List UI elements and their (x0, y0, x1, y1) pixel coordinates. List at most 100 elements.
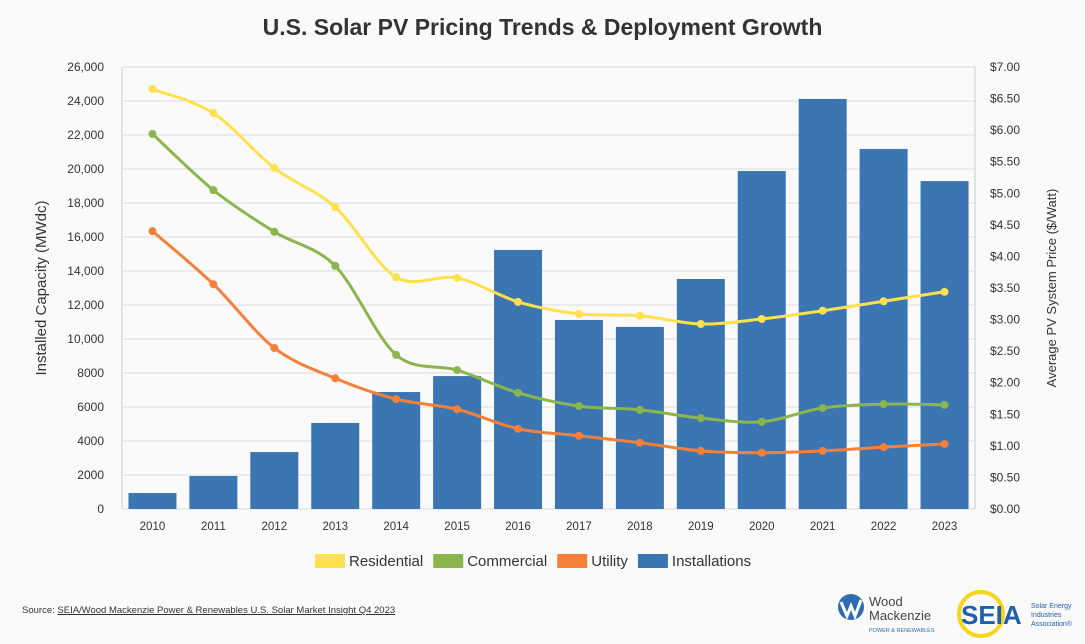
y-left-tick-label: 14,000 (67, 264, 104, 278)
commercial-point (879, 400, 888, 409)
y-right-tick-label: $0.50 (990, 470, 1020, 484)
woodmac-line3: POWER & RENEWABLES (869, 628, 935, 634)
commercial-point (392, 350, 401, 359)
y-right-tick-label: $1.00 (990, 439, 1020, 453)
residential-point (392, 273, 401, 282)
y-left-tick-label: 0 (97, 502, 104, 516)
source-note: Source: SEIA/Wood Mackenzie Power & Rene… (22, 605, 395, 616)
y-right-axis-label: Average PV System Price ($/Watt) (1044, 189, 1059, 388)
y-right-tick-label: $4.50 (990, 218, 1020, 232)
y-right-tick-label: $2.00 (990, 376, 1020, 390)
seia-l1: Solar Energy (1031, 603, 1072, 610)
installations-bar (859, 148, 908, 509)
y-right-tick-label: $6.00 (990, 123, 1020, 137)
legend-swatch-utility (557, 554, 588, 568)
y-left-tick-label: 6000 (77, 400, 104, 414)
y-right-tick-label: $3.50 (990, 281, 1020, 295)
seia-l2: Industries (1031, 612, 1062, 619)
y-left-tick-label: 8000 (77, 366, 104, 380)
installations-bar (372, 392, 421, 509)
residential-point (696, 319, 705, 328)
legend-label-installations: Installations (672, 553, 751, 570)
installations-bar (311, 422, 360, 509)
installations-bar (189, 476, 238, 509)
x-tick-label: 2011 (201, 521, 226, 533)
residential-point (148, 85, 157, 94)
x-tick-label: 2010 (140, 521, 166, 533)
installations-bar (433, 376, 482, 509)
utility-point (453, 405, 462, 414)
seia-logo: SEIA Solar Energy Industries Association… (957, 590, 1073, 638)
x-tick-label: 2023 (932, 521, 958, 533)
utility-point (635, 438, 644, 447)
x-tick-label: 2021 (810, 521, 836, 533)
y-right-tick-label: $4.00 (990, 249, 1020, 263)
wood-mackenzie-logo: Wood Mackenzie POWER & RENEWABLES (838, 594, 935, 634)
y-left-tick-label: 26,000 (67, 60, 104, 74)
utility-point (879, 443, 888, 452)
installations-bar (494, 249, 543, 510)
residential-point (635, 311, 644, 320)
utility-point (818, 446, 827, 455)
residential-point (574, 309, 583, 318)
y-right-tick-label: $6.50 (990, 92, 1020, 106)
utility-point (696, 446, 705, 455)
commercial-point (757, 417, 766, 426)
source-prefix: Source: (22, 605, 58, 616)
y-right-tick-label: $0.00 (990, 502, 1020, 516)
x-tick-label: 2017 (566, 521, 592, 533)
commercial-point (940, 400, 949, 409)
woodmac-line1: Wood (869, 594, 903, 609)
installations-bar (676, 278, 725, 509)
utility-point (392, 395, 401, 404)
legend-label-commercial: Commercial (467, 553, 547, 570)
y-left-tick-label: 16,000 (67, 230, 104, 244)
chart-svg: 0 2000 4000 6000 8000 10,000 12,000 14,000 16,00… (33, 60, 1059, 570)
utility-point (940, 439, 949, 448)
utility-point (331, 374, 340, 383)
commercial-point (635, 405, 644, 414)
installations-bar (250, 452, 299, 509)
x-tick-label: 2019 (688, 521, 714, 533)
utility-point (514, 424, 523, 433)
installations-bar (798, 98, 847, 510)
residential-point (209, 109, 218, 118)
y-left-tick-label: 22,000 (67, 128, 104, 142)
utility-point (574, 431, 583, 440)
y-left-tick-label: 18,000 (67, 196, 104, 210)
legend-swatch-commercial (433, 554, 464, 568)
legend-label-residential: Residential (349, 553, 423, 570)
seia-mark: SEIA (961, 600, 1022, 630)
commercial-point (270, 227, 279, 236)
commercial-point (209, 186, 218, 195)
x-tick-label: 2014 (383, 521, 409, 533)
y-left-tick-label: 4000 (77, 434, 104, 448)
x-tick-label: 2012 (262, 521, 288, 533)
y-left-tick-label: 20,000 (67, 162, 104, 176)
x-tick-label: 2016 (505, 521, 531, 533)
utility-point (270, 343, 279, 352)
installations-bar (128, 493, 177, 509)
woodmac-line2: Mackenzie (869, 608, 931, 623)
commercial-point (574, 402, 583, 411)
x-tick-label: 2020 (749, 521, 775, 533)
source-link[interactable]: SEIA/Wood Mackenzie Power & Renewables U… (57, 605, 396, 616)
legend-label-utility: Utility (591, 553, 628, 570)
y-right-tick-label: $7.00 (990, 60, 1020, 74)
y-right-tick-label: $5.50 (990, 155, 1020, 169)
residential-point (757, 314, 766, 323)
residential-point (514, 297, 523, 306)
installations-bar (920, 181, 969, 509)
legend-swatch-installations (637, 554, 668, 568)
utility-point (148, 227, 157, 236)
residential-point (879, 297, 888, 306)
seia-l3: Association® (1031, 620, 1073, 628)
utility-point (209, 280, 218, 289)
commercial-point (696, 414, 705, 423)
x-tick-label: 2018 (627, 521, 653, 533)
residential-point (453, 273, 462, 282)
y-left-tick-label: 24,000 (67, 94, 104, 108)
residential-point (940, 287, 949, 296)
y-left-axis-label: Installed Capacity (MWdc) (33, 200, 50, 375)
